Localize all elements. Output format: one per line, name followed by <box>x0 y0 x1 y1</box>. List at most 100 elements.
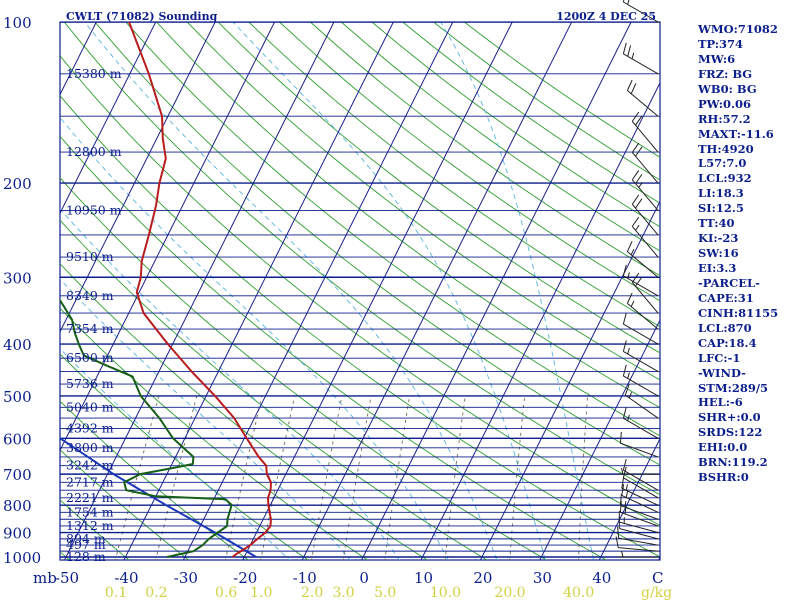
temperature-line <box>128 22 272 558</box>
height-label: 128 m <box>66 549 106 564</box>
sounding-index-item: SW:16 <box>698 246 739 261</box>
sounding-index-item: WMO:71082 <box>698 22 778 36</box>
sounding-index-item: EHI:0.0 <box>698 440 748 455</box>
wind-barb <box>626 79 659 117</box>
temperature-tick-label: 30 <box>533 569 552 587</box>
sounding-index-item: CINH:81155 <box>698 305 779 320</box>
temperature-tick-label: -20 <box>233 569 257 587</box>
isotherm <box>420 81 660 560</box>
mixing-ratio-tick-label: 0.6 <box>215 585 237 600</box>
sounding-index-item: CAPE:31 <box>698 290 754 305</box>
height-label: 8349 m <box>66 288 114 303</box>
mixing-ratio-tick-label: 3.0 <box>332 585 354 600</box>
pressure-tick-label: 100 <box>3 14 32 32</box>
mixing-ratio-tick-label: 0.1 <box>105 585 127 600</box>
temperature-unit-label: C <box>652 569 663 587</box>
dewpoint-line <box>60 298 233 558</box>
sounding-index-item: LCL:932 <box>698 171 752 186</box>
wind-barb <box>619 494 659 520</box>
wind-barb <box>618 550 658 558</box>
height-label: 1754 m <box>66 504 114 519</box>
sounding-index-item: SRDS:122 <box>698 425 763 440</box>
plot-frame <box>59 21 661 561</box>
wind-barb <box>622 407 659 439</box>
temperature-tick-label: 0 <box>359 569 369 587</box>
sounding-index-item: FRZ: BG <box>698 66 753 81</box>
dry-adiabat <box>60 448 190 560</box>
sounding-index-item: WB0: BG <box>698 81 757 96</box>
wind-barb <box>619 500 659 527</box>
sounding-index-item: TP:374 <box>698 36 744 51</box>
sounding-index-item: SHR+:0.0 <box>698 410 761 425</box>
wind-barb <box>622 340 659 372</box>
dry-adiabat <box>279 22 660 302</box>
wind-barb <box>618 468 658 475</box>
height-label: 2717 m <box>66 474 114 489</box>
wind-barb <box>621 476 659 506</box>
wind-barb <box>621 484 659 513</box>
sounding-index-item: EI:3.3 <box>698 261 737 275</box>
mixing-ratio-tick-label: 40.0 <box>563 585 594 600</box>
isotherm <box>60 22 157 215</box>
temperature-tick-label: 20 <box>473 569 492 587</box>
sounding-index-item: LCL:870 <box>698 320 752 335</box>
height-label: 894 m <box>66 531 106 546</box>
sounding-index-item: MAXT:-11.6 <box>698 126 774 141</box>
height-label: 3800 m <box>66 440 114 455</box>
height-label: 9510 m <box>66 249 114 264</box>
isotherm <box>361 22 632 560</box>
sounding-indices: WMO:71082 TP:374 MW:6 FRZ: BG WB0: BG PW:0.06… <box>698 22 798 485</box>
dry-adiabat <box>217 22 660 354</box>
isotherm <box>0 10 43 568</box>
isotherm <box>301 22 573 560</box>
sounding-index-item: HEL:-6 <box>698 395 743 410</box>
pressure-tick-label: 500 <box>3 388 32 406</box>
wind-barb <box>615 536 659 552</box>
profile-lines <box>60 22 272 558</box>
mixing-ratio-tick-label: 1.0 <box>250 585 272 600</box>
mixing-ratio-tick-label: 0.2 <box>145 585 167 600</box>
wind-barb <box>624 384 659 419</box>
pressure-tick-label: 800 <box>3 497 32 515</box>
temperature-tick-label: 40 <box>592 569 611 587</box>
pressure-tick-label: 600 <box>3 430 32 448</box>
height-label: 4392 m <box>66 420 114 435</box>
sounding-index-item: SI:12.5 <box>698 201 744 216</box>
wind-barb <box>631 170 659 211</box>
pressure-tick-label: 200 <box>3 175 32 193</box>
height-label: 2221 m <box>66 490 114 505</box>
sounding-index-item: STM:289/5 <box>698 380 769 395</box>
pressure-tick-label: 1000 <box>3 549 41 567</box>
height-label: 7354 m <box>66 321 114 336</box>
mixing-ratio-tick-label: 10.0 <box>430 585 461 600</box>
isotherm <box>63 22 335 560</box>
sounding-index-item: PW:0.06 <box>698 96 752 111</box>
temperature-tick-label: -50 <box>55 569 79 587</box>
sounding-index-item: BRN:119.2 <box>698 455 768 470</box>
mixing-ratio-unit-label: g/kg <box>641 585 672 600</box>
grid-lines <box>0 10 660 568</box>
mixing-ratio-tick-label: 20.0 <box>494 585 525 600</box>
isotherm <box>60 22 216 333</box>
temperature-tick-label: -40 <box>114 569 138 587</box>
wind-barb <box>631 194 659 236</box>
wind-barb <box>622 364 659 397</box>
pressure-tick-label: 900 <box>3 525 32 543</box>
wind-barbs <box>615 0 659 558</box>
wind-barb <box>619 431 659 458</box>
pressure-tick-label: 300 <box>3 269 32 287</box>
height-label: 497 m <box>66 537 106 552</box>
wind-barb <box>622 459 659 491</box>
pressure-tick-label: 700 <box>3 466 32 484</box>
height-label: 6500 m <box>66 350 114 365</box>
height-label: 5040 m <box>66 399 114 414</box>
sounding-index-item: MW:6 <box>698 51 736 66</box>
height-label: 15380 m <box>66 66 122 81</box>
sounding-index-item: TT:40 <box>698 216 735 231</box>
wind-barb <box>631 111 659 153</box>
wind-barb <box>622 466 659 499</box>
moist-adiabat <box>440 22 594 560</box>
height-label: 5736 m <box>66 376 114 391</box>
